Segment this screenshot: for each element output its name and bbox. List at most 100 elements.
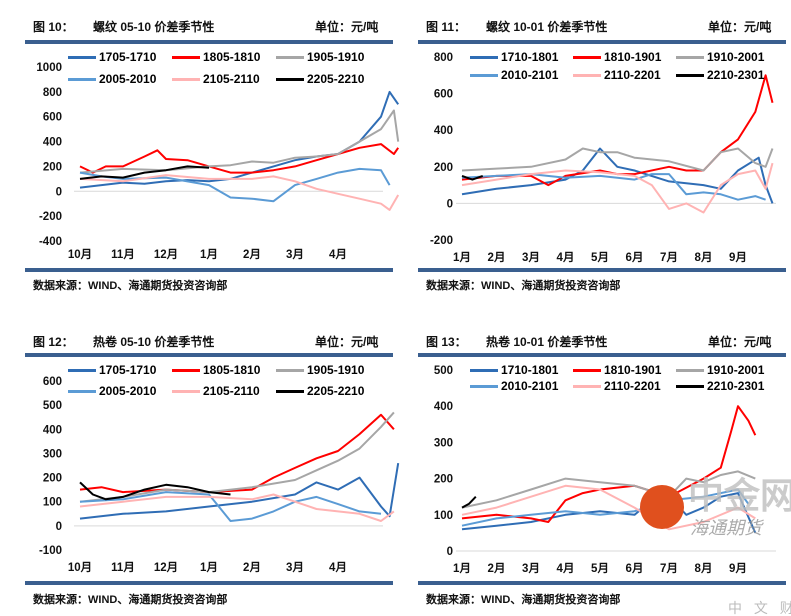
bottom-divider bbox=[418, 581, 786, 585]
y-tick-label: -200 bbox=[39, 211, 62, 223]
legend-item: 2210-2301 bbox=[676, 68, 764, 82]
legend-label: 1710-1801 bbox=[501, 363, 559, 377]
x-tick-label: 5月 bbox=[591, 251, 609, 264]
x-tick-label: 3月 bbox=[522, 251, 540, 264]
legend-label: 2205-2210 bbox=[307, 72, 365, 86]
legend-swatch bbox=[573, 73, 601, 77]
legend-swatch bbox=[68, 77, 96, 81]
legend-label: 2105-2110 bbox=[203, 384, 260, 398]
x-tick-label: 11月 bbox=[111, 248, 135, 261]
legend-label: 2010-2101 bbox=[501, 379, 559, 393]
series-line-2210-2301 bbox=[461, 174, 484, 181]
series-line-1805-1810 bbox=[79, 143, 400, 174]
legend-item: 1905-1910 bbox=[276, 50, 364, 64]
chart-4: 500 400 300 200 100 01月 2月 3月 4月 5月 6月 7月 8月 9月 bbox=[434, 365, 776, 575]
legend-swatch bbox=[68, 55, 96, 59]
y-tick-label: 800 bbox=[434, 52, 453, 64]
x-tick-label: 9月 bbox=[729, 251, 747, 264]
x-tick-label: 2月 bbox=[243, 561, 261, 574]
legend-label: 2105-2110 bbox=[203, 72, 260, 86]
series-line-2110-2201 bbox=[461, 484, 756, 531]
y-tick-label: -100 bbox=[39, 545, 62, 557]
source-note: 数据来源：WIND、海通期货投资咨询部 bbox=[426, 280, 621, 292]
y-tick-label: 100 bbox=[43, 497, 62, 509]
legend-item: 1910-2001 bbox=[676, 50, 764, 64]
chart-title: 热卷 10-01 价差季节性 bbox=[486, 335, 608, 349]
legend-label: 2110-2201 bbox=[604, 68, 661, 82]
x-tick-label: 2月 bbox=[488, 251, 506, 264]
legend-swatch bbox=[172, 55, 200, 59]
x-tick-label: 10月 bbox=[68, 248, 92, 261]
y-tick-label: 600 bbox=[434, 89, 453, 101]
x-tick-label: 3月 bbox=[286, 561, 304, 574]
legend-item: 1810-1901 bbox=[573, 50, 661, 64]
watermark-logo bbox=[640, 485, 684, 529]
legend-swatch bbox=[470, 73, 498, 77]
legend-label: 1910-2001 bbox=[707, 363, 765, 377]
chart-title: 螺纹 10-01 价差季节性 bbox=[486, 20, 608, 34]
legend-item: 2110-2201 bbox=[573, 68, 661, 82]
unit-label: 单位：元/吨 bbox=[708, 335, 772, 349]
chart-title: 螺纹 05-10 价差季节性 bbox=[93, 20, 215, 34]
y-tick-label: 400 bbox=[434, 401, 453, 413]
legend-item: 1905-1910 bbox=[276, 363, 364, 377]
legend-label: 2210-2301 bbox=[707, 68, 765, 82]
series-line-1710-1801 bbox=[461, 147, 774, 204]
legend-label: 1905-1910 bbox=[307, 363, 365, 377]
x-tick-label: 7月 bbox=[660, 562, 678, 575]
legend-item: 2010-2101 bbox=[470, 379, 558, 393]
legend-label: 1810-1901 bbox=[604, 50, 662, 64]
series-line-2105-2110 bbox=[79, 493, 395, 522]
title-divider bbox=[25, 353, 393, 357]
series-line-2010-2101 bbox=[461, 488, 750, 527]
chart-1: 1000 800 600 400 200 0 -200 -400 10月 11月 12月 1月 2月 3月… bbox=[36, 62, 400, 261]
series-line-1905-1910 bbox=[79, 411, 395, 503]
y-tick-label: 600 bbox=[43, 376, 62, 388]
legend-label: 1705-1710 bbox=[99, 50, 157, 64]
series-line-2010-2101 bbox=[461, 173, 766, 201]
x-tick-label: 4月 bbox=[329, 561, 347, 574]
title-divider bbox=[418, 353, 786, 357]
legend-item: 1705-1710 bbox=[68, 50, 156, 64]
legend-label: 1910-2001 bbox=[707, 50, 765, 64]
legend-item: 1810-1901 bbox=[573, 363, 661, 377]
source-note: 数据来源：WIND、海通期货投资咨询部 bbox=[426, 594, 621, 606]
x-tick-label: 1月 bbox=[453, 251, 471, 264]
legend-item: 2005-2010 bbox=[68, 72, 156, 86]
x-tick-label: 12月 bbox=[154, 561, 178, 574]
legend-swatch bbox=[573, 384, 601, 388]
legend-item: 2005-2010 bbox=[68, 384, 156, 398]
y-tick-label: 800 bbox=[43, 87, 62, 99]
watermark-sub: 海通期货 bbox=[690, 518, 762, 538]
series-line-1805-1810 bbox=[79, 413, 395, 494]
legend-item: 1705-1710 bbox=[68, 363, 156, 377]
series-line-1705-1710 bbox=[79, 462, 400, 520]
x-tick-label: 2月 bbox=[488, 562, 506, 575]
y-tick-label: -200 bbox=[430, 235, 453, 247]
legend-label: 2110-2201 bbox=[604, 379, 661, 393]
legend-item: 2205-2210 bbox=[276, 72, 364, 86]
bottom-divider bbox=[25, 581, 393, 585]
y-tick-label: 0 bbox=[56, 521, 62, 533]
x-tick-label: 4月 bbox=[557, 562, 575, 575]
source-note: 数据来源：WIND、海通期货投资咨询部 bbox=[33, 594, 228, 606]
series-line-1910-2001 bbox=[461, 147, 774, 172]
series-line-2105-2110 bbox=[79, 174, 400, 211]
legend-swatch bbox=[68, 368, 96, 372]
legend-swatch bbox=[676, 384, 704, 388]
legend-swatch bbox=[276, 389, 304, 393]
legend-swatch bbox=[172, 77, 200, 81]
y-tick-label: 500 bbox=[434, 365, 453, 377]
legend-label: 1905-1910 bbox=[307, 50, 365, 64]
title-divider bbox=[25, 40, 393, 44]
legend-item: 2105-2110 bbox=[172, 72, 260, 86]
x-tick-label: 4月 bbox=[557, 251, 575, 264]
legend-swatch bbox=[573, 368, 601, 372]
legend-swatch bbox=[676, 368, 704, 372]
series-line-2110-2201 bbox=[461, 162, 774, 214]
y-tick-label: 200 bbox=[434, 474, 453, 486]
y-tick-label: 200 bbox=[434, 162, 453, 174]
legend-item: 1710-1801 bbox=[470, 50, 558, 64]
legend-label: 1805-1810 bbox=[203, 50, 261, 64]
